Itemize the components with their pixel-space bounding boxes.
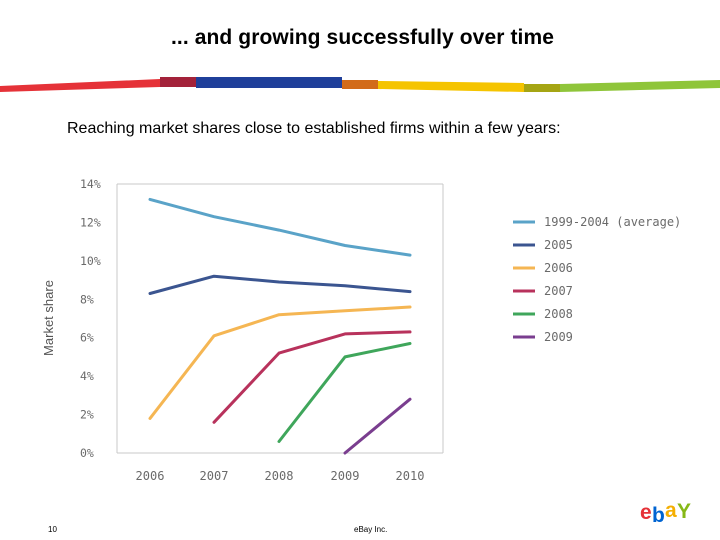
slide-subtitle: Reaching market shares close to establis… — [67, 120, 561, 137]
y-tick-labels: 0% 2% 4% 6% 8% 10% 12% 14% — [80, 177, 101, 460]
series-line-5 — [277, 342, 412, 443]
band-segment-yellow — [378, 81, 524, 92]
y-tick-label: 14% — [80, 177, 101, 191]
y-axis-title: Market share — [41, 280, 56, 356]
y-tick-label: 4% — [80, 369, 94, 383]
band-segment-olive — [524, 84, 560, 92]
x-tick-label: 2008 — [265, 469, 294, 483]
series-line-2 — [148, 274, 412, 295]
x-tick-label: 2006 — [136, 469, 165, 483]
y-tick-label: 0% — [80, 446, 94, 460]
legend-label: 1999-2004 (average) — [544, 215, 681, 229]
y-tick-label: 6% — [80, 331, 94, 345]
y-tick-label: 10% — [80, 254, 101, 268]
legend-label: 2006 — [544, 261, 573, 275]
series-line-1 — [148, 197, 412, 257]
brand-color-band — [0, 77, 720, 92]
y-tick-label: 8% — [80, 292, 94, 306]
band-segment-green — [560, 80, 720, 92]
svg-text:b: b — [652, 504, 665, 525]
series-lines — [148, 197, 412, 455]
svg-text:e: e — [640, 501, 652, 524]
legend-label: 2005 — [544, 238, 573, 252]
series-line-6 — [343, 397, 412, 455]
y-tick-label: 2% — [80, 408, 94, 422]
svg-text:a: a — [665, 499, 677, 522]
legend-label: 2009 — [544, 330, 573, 344]
y-tick-label: 12% — [80, 215, 101, 229]
svg-text:Y: Y — [677, 500, 691, 523]
chart-axes — [116, 183, 444, 454]
band-segment-maroon — [160, 77, 196, 87]
series-line-4 — [212, 330, 412, 424]
ebay-logo: e b a Y — [640, 499, 691, 525]
slide-title: ... and growing successfully over time — [170, 26, 555, 49]
legend-label: 2008 — [544, 307, 573, 321]
x-tick-label: 2007 — [200, 469, 229, 483]
legend: 1999-2004 (average) 2005 2006 2007 2008 2009 — [513, 215, 681, 344]
band-segment-blue — [196, 77, 342, 88]
band-segment-orange — [342, 80, 378, 89]
x-tick-label: 2009 — [331, 469, 360, 483]
x-tick-label: 2010 — [396, 469, 425, 483]
series-line-3 — [148, 305, 412, 420]
band-segment-red — [0, 79, 160, 92]
footer-copyright: eBay Inc. — [354, 525, 388, 534]
legend-label: 2007 — [544, 284, 573, 298]
x-tick-labels: 2006 2007 2008 2009 2010 — [136, 469, 425, 483]
page-number: 10 — [48, 525, 57, 534]
